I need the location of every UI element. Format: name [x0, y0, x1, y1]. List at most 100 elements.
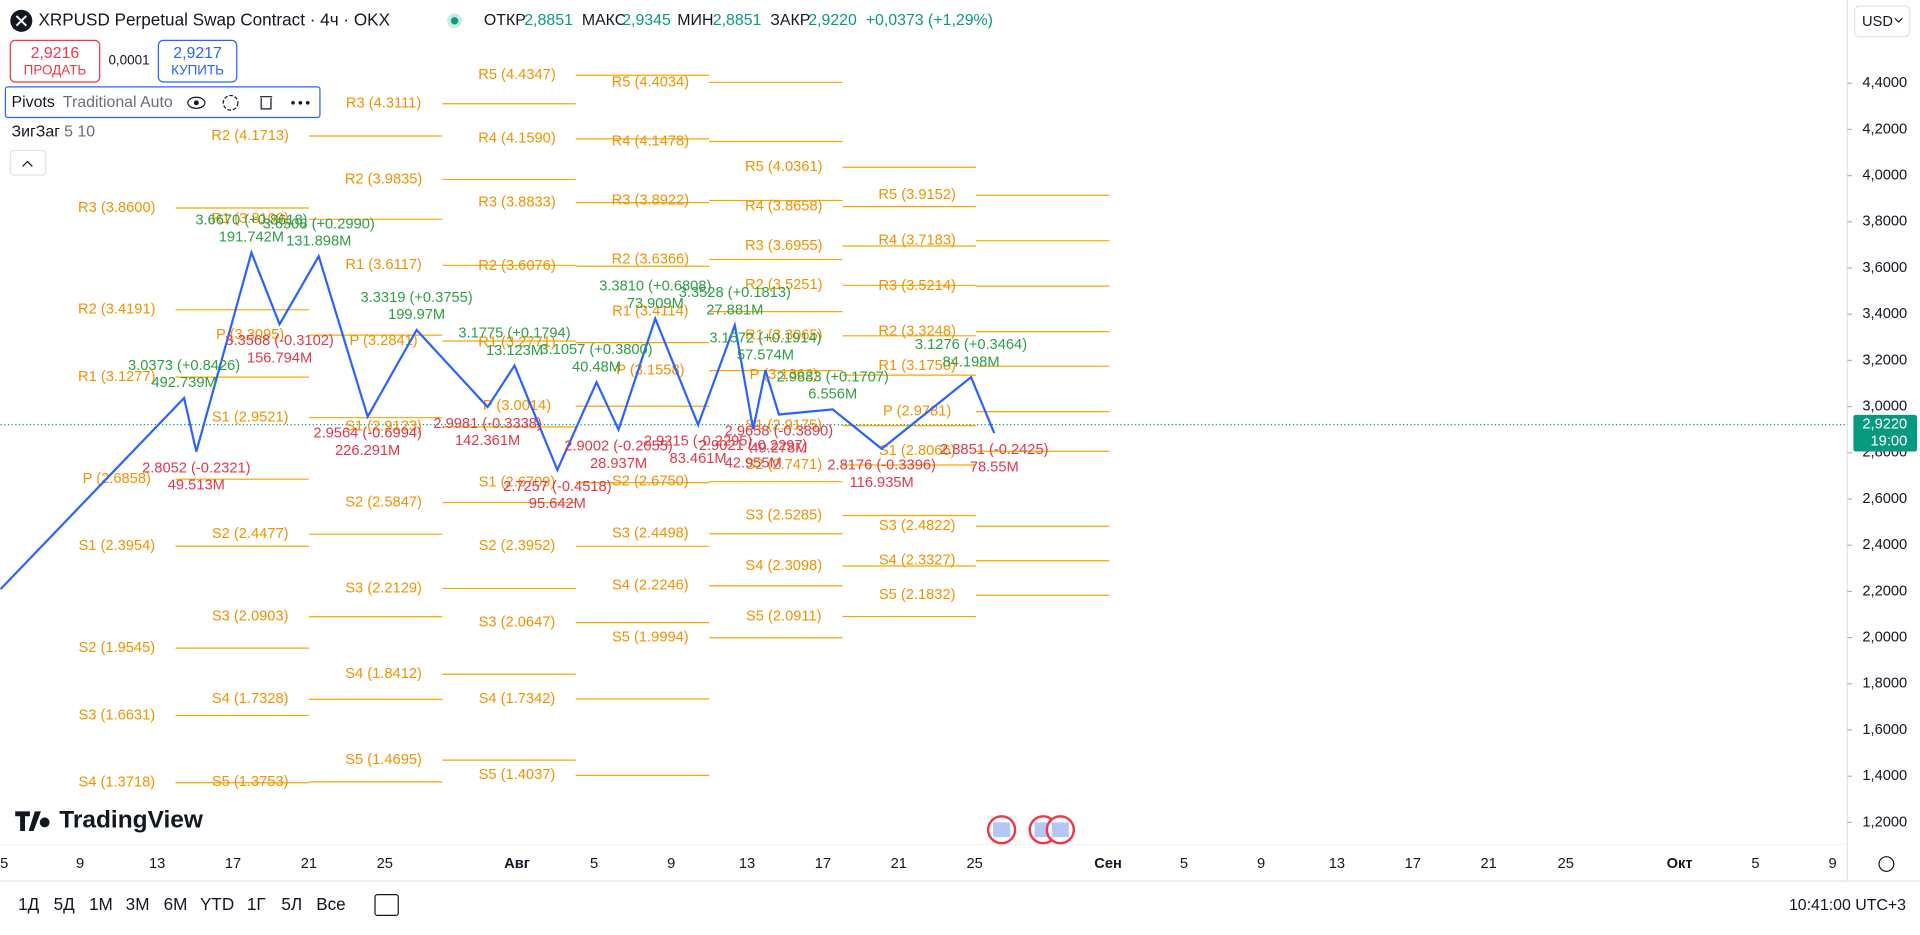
range-button[interactable]: YTD: [200, 894, 234, 914]
pivot-label: R1 (3.4114): [612, 303, 688, 319]
range-button[interactable]: 1Д: [18, 894, 40, 914]
visibility-icon[interactable]: [187, 96, 206, 109]
high-value: 2,9345: [622, 12, 671, 29]
range-button[interactable]: Все: [316, 894, 346, 914]
price-tick-label: 3,6000: [1862, 260, 1907, 276]
price-tick-label: 4,4000: [1862, 75, 1907, 91]
buy-price: 2,9217: [173, 45, 222, 62]
zigzag-label: 3.3810 (+0.6808): [599, 279, 711, 295]
range-button[interactable]: 1Г: [247, 894, 266, 914]
currency-button[interactable]: [1854, 5, 1911, 38]
time-tick-label: 13: [1329, 856, 1345, 872]
pivot-label: P (3.2841): [349, 333, 417, 349]
settings-icon[interactable]: [222, 94, 239, 111]
clock[interactable]: 10:41:00 UTC+3: [1789, 897, 1906, 914]
pivot-label: R1 (3.6117): [345, 257, 421, 273]
price-tick-label: 1,4000: [1862, 768, 1907, 784]
price-tick-label: 4,0000: [1862, 167, 1907, 183]
price-tick-label: 3,8000: [1862, 214, 1907, 230]
pivot-label: S5 (1.9994): [612, 630, 689, 646]
time-tick-label: 25: [1558, 856, 1574, 872]
pivot-label: R2 (3.6076): [478, 258, 555, 274]
pivot-label: R4 (3.7183): [878, 233, 955, 249]
close-value: 2,9220: [808, 12, 857, 29]
zigzag-label: 3.6670 (+0.8618): [195, 213, 307, 229]
currency-caret: [1894, 17, 1903, 23]
zigzag-volume: 156.794M: [247, 350, 312, 366]
price-tick-label: 2,4000: [1862, 537, 1907, 553]
pivot-label: S3 (2.0647): [479, 615, 556, 631]
zigzag-label: 2.9215 (-0.2295): [644, 434, 753, 450]
pivot-label: P (3.0014): [483, 398, 551, 414]
pivot-label: R5 (4.0361): [745, 159, 822, 175]
pivot-label: S3 (2.2129): [345, 580, 422, 596]
buy-button[interactable]: [157, 39, 238, 83]
axis-settings-icon[interactable]: [1878, 856, 1895, 872]
pivot-label: R5 (3.9152): [878, 187, 955, 203]
pivot-label: S5 (2.0911): [746, 608, 822, 624]
range-button[interactable]: 3М: [126, 894, 150, 914]
time-tick-label: 25: [377, 856, 393, 872]
delete-icon[interactable]: [259, 96, 273, 110]
time-tick-label: 13: [149, 856, 165, 872]
symbol-title[interactable]: XRPUSD Perpetual Swap Contract · 4ч · OK…: [38, 9, 390, 29]
zigzag-volume: 84.198M: [942, 354, 999, 370]
pivots-params: Traditional Auto: [63, 94, 173, 111]
spread: 0,0001: [108, 53, 149, 68]
bottom-toolbar: 1Д 5Д 1М 3М 6М YTD 1Г 5Л Все 10:41:00 UTC+3: [18, 894, 1906, 914]
high-label: МАКС: [582, 12, 626, 29]
pivot-label: S1 (2.8066): [879, 443, 956, 459]
close-label: ЗАКР: [770, 12, 810, 29]
range-button[interactable]: 6М: [164, 894, 188, 914]
sell-button[interactable]: [9, 39, 101, 83]
pivot-label: S4 (1.7342): [479, 691, 556, 707]
pivot-label: R2 (3.6366): [612, 251, 689, 267]
price-tick-label: 2,2000: [1862, 583, 1907, 599]
event-flags[interactable]: [986, 815, 1076, 845]
range-button[interactable]: 1М: [89, 894, 113, 914]
zigzag-volume: 95.642M: [529, 496, 586, 512]
time-tick-label: 5: [1751, 856, 1759, 872]
visibility-icon-pupil: [193, 100, 199, 106]
more-icon[interactable]: [291, 100, 310, 105]
zigzag-label: 2.9883 (+0.1707): [777, 369, 889, 385]
zigzag-volume: 40.48M: [572, 359, 621, 375]
collapse-icon: [22, 160, 33, 167]
pivot-label: P (3.1558): [616, 363, 684, 379]
pivot-label: S5 (1.3753): [212, 774, 289, 790]
pivots-legend[interactable]: [4, 86, 321, 119]
zigzag-label: 3.3568 (-0.3102): [225, 333, 333, 349]
time-tick-label: 17: [815, 856, 831, 872]
zigzag-label: 3.3319 (+0.3755): [361, 290, 473, 306]
pivot-label: S3 (2.0903): [212, 609, 289, 625]
zigzag-volume: 492.739M: [151, 375, 216, 391]
change-value: +0,0373 (+1,29%): [866, 12, 993, 29]
range-button[interactable]: 5Л: [281, 894, 302, 914]
zigzag-label: 3.1057 (+0.3800): [540, 342, 652, 358]
time-tick-label: 5: [0, 856, 8, 872]
pivot-label: S2 (2.5847): [345, 494, 422, 510]
price-tick-label: 2,6000: [1862, 491, 1907, 507]
pivot-label: R1 (3.1277): [78, 369, 155, 385]
plot-area: R3 (3.8600) R2 (3.4191) R1 (3.1277) P (2.68…: [0, 67, 1848, 791]
pivot-label: S1 (2.6709): [479, 475, 556, 491]
buy-label: КУПИТЬ: [171, 63, 224, 78]
zigzag-volume: 57.574M: [737, 347, 794, 363]
sell-label: ПРОДАТЬ: [24, 63, 87, 78]
pivot-label: S5 (2.1832): [879, 587, 956, 603]
pivot-label: R3 (3.5214): [878, 278, 955, 294]
price-tick-label: 2,0000: [1862, 629, 1907, 645]
date-range-icon[interactable]: [374, 894, 399, 917]
pivots-name: Pivots: [12, 94, 55, 111]
sell-price: 2,9216: [31, 45, 80, 62]
time-tick-label: 9: [76, 856, 84, 872]
zigzag-label: 2.9658 (-0.3890): [725, 424, 834, 440]
zigzag-volume: 27.881M: [706, 302, 763, 318]
time-tick-label: 9: [667, 856, 675, 872]
range-button[interactable]: 5Д: [54, 894, 76, 914]
countdown: 19:00: [1871, 434, 1908, 450]
zigzag-label: 2.8851 (-0.2425): [940, 442, 1049, 458]
zigzag-label: 3.0373 (+0.8426): [128, 358, 240, 374]
